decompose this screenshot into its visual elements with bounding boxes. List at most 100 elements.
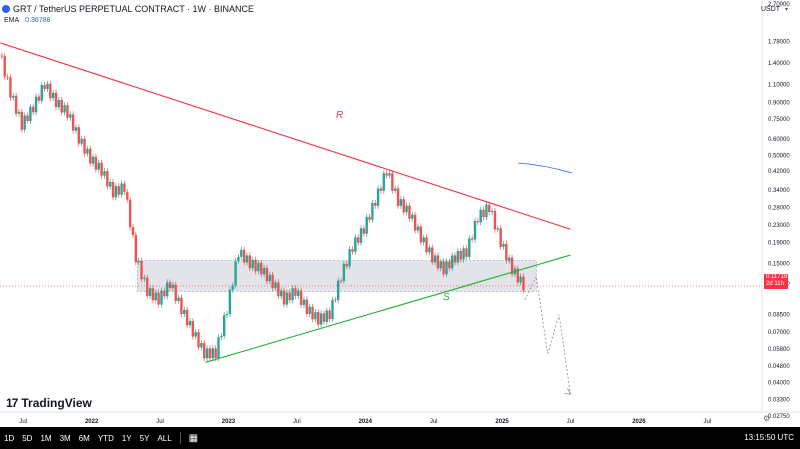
candle-body [368,216,371,220]
candle-body [26,115,29,122]
candle-body [40,85,43,101]
candle-body [222,315,226,337]
candle-body [402,199,405,213]
candle-body [146,277,149,296]
candle-body [20,111,24,130]
candle-body [57,99,61,108]
candle-body [507,257,511,261]
candle-body [32,106,35,113]
symbol-title[interactable]: GRT / TetherUS PERPETUAL CONTRACT · 1W ·… [13,4,255,14]
candle-body [510,257,514,275]
y-tick-label: 0.07000 [768,330,790,336]
candle-body [470,238,474,240]
candle-body [160,290,163,305]
chart-header: GRT / TetherUS PERPETUAL CONTRACT · 1W ·… [2,2,254,16]
candle-body [411,214,414,219]
candle-body [408,205,411,219]
candle-body [405,205,408,213]
candle-body [180,297,183,314]
x-tick-label: 2022 [85,419,99,425]
candle-body [9,77,12,98]
candle-body [23,115,26,130]
candle-body [154,292,157,301]
candle-body [6,76,9,78]
range-1m[interactable]: 1M [40,433,52,443]
range-5y[interactable]: 5Y [139,433,150,443]
candle-body [476,221,480,223]
candle-body [120,183,123,195]
candle-body [3,56,6,77]
range-ytd[interactable]: YTD [97,433,114,443]
support-label: S [443,292,450,303]
candle-body [245,255,249,263]
candle-body [362,228,366,234]
y-tick-label: 1.40000 [768,61,790,67]
candle-body [208,348,212,359]
candle-body [194,332,197,337]
range-3m[interactable]: 3M [59,433,71,443]
candle-body [490,210,494,213]
tradingview-logo[interactable]: 17 TradingView [6,396,92,410]
candle-body [220,336,223,338]
candle-body [188,321,192,326]
clock-time[interactable]: 13:15:50 UTC [744,433,794,442]
candle-body [262,267,266,275]
candle-body [419,226,423,243]
candle-body [496,228,499,230]
candle-body [365,216,368,234]
currency-selector[interactable]: USDT [760,6,780,13]
candle-body [308,306,311,314]
candle-body [314,312,317,320]
gear-icon[interactable]: ⚙ [763,414,771,423]
candle-body [348,249,351,267]
candle-body [268,274,271,282]
candle-body [128,199,132,228]
candle-body [200,342,203,348]
range-5d[interactable]: 5D [22,433,33,443]
candle-body [174,284,177,302]
candle-body [80,138,83,144]
candle-body [254,259,257,272]
candle-body [297,290,300,296]
candle-body [342,263,346,281]
candle-body [29,106,32,122]
range-6m[interactable]: 6M [78,433,90,443]
calendar-range-icon[interactable]: ▦ [188,432,199,444]
candle-body [479,209,482,223]
candle-body [60,99,63,113]
candle-body [86,148,89,154]
y-tick-label: 0.15000 [768,262,790,268]
candle-body [291,288,294,301]
candle-body [399,199,403,206]
candle-body [117,186,120,195]
range-1d[interactable]: 1D [4,433,15,443]
candle-body [148,288,152,296]
candle-body [214,348,217,359]
candle-body [465,248,468,257]
candle-body [336,280,340,301]
candle-body [177,297,180,302]
x-tick-label: Jul [430,419,438,425]
candle-body [456,251,460,263]
y-tick-label: 0.04000 [768,380,790,386]
candle-body [431,247,434,263]
candle-body [282,290,286,305]
chevron-down-icon[interactable]: ▾ [784,7,788,13]
candle-body [114,186,118,198]
candle-body [37,96,41,101]
candle-body [140,260,143,280]
resistance-trendline [0,42,571,230]
candle-body [228,289,232,314]
range-1y[interactable]: 1Y [121,433,132,443]
x-tick-label: 2023 [222,419,236,425]
ema-label[interactable]: EMA [4,17,20,24]
candle-body [242,249,246,263]
candle-body [334,299,337,301]
candle-body [51,92,55,99]
candle-body [63,105,66,113]
price-chart[interactable]: 2.70000 1.78000 1.40000 1.10000 0.90000 0.750… [0,0,800,427]
x-tick-label: Jul [293,419,301,425]
candle-body [388,173,391,176]
range-all[interactable]: ALL [157,433,172,443]
candle-body [351,249,354,252]
